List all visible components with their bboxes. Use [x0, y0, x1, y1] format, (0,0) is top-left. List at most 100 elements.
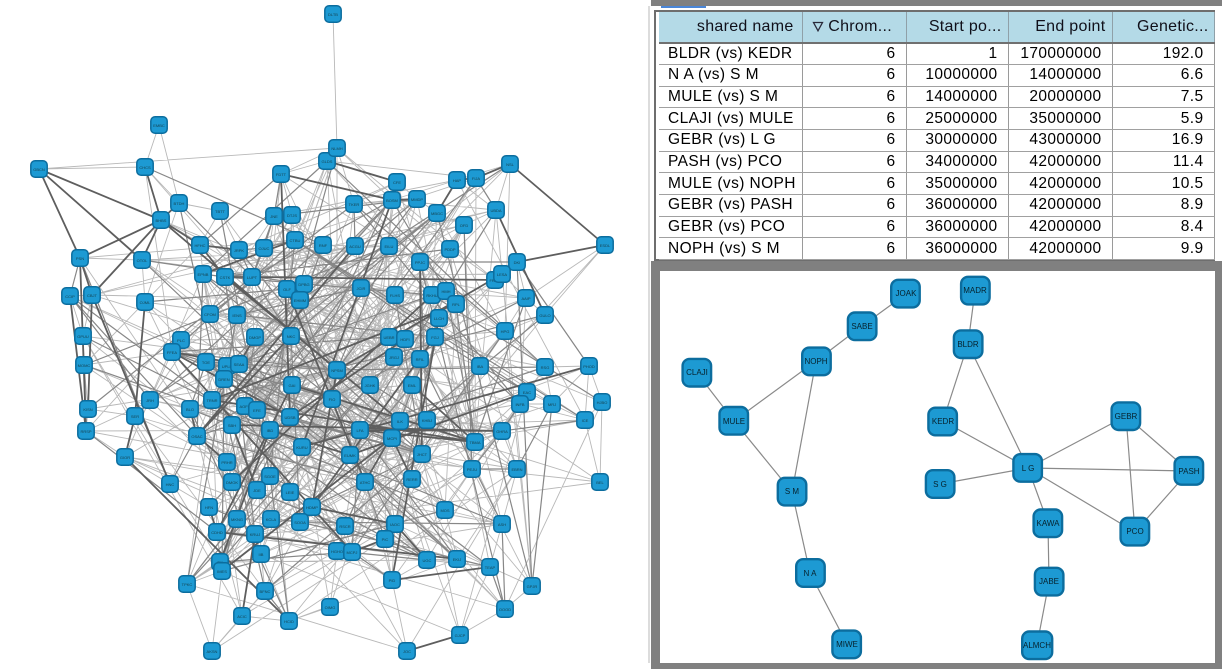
svg-text:EFE: EFE [253, 408, 261, 413]
svg-text:MCPI: MCPI [387, 436, 397, 441]
svg-text:HPG: HPG [501, 329, 510, 334]
svg-text:CDHD: CDHD [211, 530, 223, 535]
svg-text:HCID: HCID [284, 619, 294, 624]
svg-text:FIJA: FIJA [472, 176, 481, 181]
svg-text:SGOE: SGOE [264, 474, 276, 479]
svg-text:IIB: IIB [259, 552, 264, 557]
svg-text:BOSM: BOSM [386, 198, 398, 203]
svg-text:FLHS: FLHS [390, 293, 401, 298]
svg-text:DLTB: DLTB [328, 12, 338, 17]
svg-text:OJML: OJML [140, 300, 151, 305]
svg-text:NPSM: NPSM [331, 368, 343, 373]
svg-text:PPJC: PPJC [415, 260, 425, 265]
svg-text:UPLE: UPLE [222, 364, 233, 369]
svg-text:JHCT: JHCT [417, 452, 428, 457]
svg-text:KRUJ: KRUJ [250, 532, 260, 537]
svg-text:AOFU: AOFU [239, 404, 250, 409]
svg-text:JRPK: JRPK [234, 248, 245, 253]
svg-text:GULO: GULO [539, 313, 550, 318]
svg-text:UBDA: UBDA [490, 208, 501, 213]
svg-text:RNF: RNF [319, 243, 328, 248]
svg-text:EAC: EAC [523, 390, 531, 395]
svg-text:PEJU: PEJU [467, 467, 477, 472]
svg-text:HDFI: HDFI [400, 337, 409, 342]
svg-text:KEDR: KEDR [932, 417, 954, 426]
svg-text:OTOL: OTOL [137, 258, 149, 263]
svg-text:TBTT: TBTT [215, 209, 226, 214]
svg-text:JDE: JDE [253, 488, 261, 493]
svg-text:BTDH: BTDH [174, 201, 185, 206]
svg-text:RSCR: RSCR [339, 524, 350, 529]
svg-text:UGC: UGC [423, 558, 432, 563]
svg-text:PRHR: PRHR [221, 460, 232, 465]
svg-text:DMGP: DMGP [249, 335, 261, 340]
svg-text:RFIL: RFIL [416, 357, 425, 362]
svg-text:HDMP: HDMP [306, 505, 318, 510]
svg-text:MADR: MADR [963, 286, 987, 295]
svg-text:KURU: KURU [296, 445, 307, 450]
svg-text:UDSB: UDSB [284, 415, 295, 420]
svg-text:EPNB: EPNB [198, 272, 209, 277]
svg-text:PDDP: PDDP [444, 247, 455, 252]
svg-text:ALMCH: ALMCH [1023, 641, 1051, 650]
svg-text:MMDP: MMDP [411, 197, 424, 202]
svg-text:MOMC: MOMC [78, 363, 91, 368]
svg-text:JCIR: JCIR [357, 286, 366, 291]
svg-text:RPL: RPL [452, 302, 461, 307]
svg-text:FGJ: FGJ [431, 335, 439, 340]
svg-text:HJBO: HJBO [597, 400, 608, 405]
svg-text:EHMM: EHMM [294, 298, 306, 303]
svg-text:OLF: OLF [283, 287, 291, 292]
svg-text:PASH: PASH [1178, 467, 1199, 476]
svg-text:ESDL: ESDL [600, 243, 611, 248]
svg-text:CBJT: CBJT [87, 293, 98, 298]
svg-text:EKIJ: EKIJ [453, 557, 461, 562]
svg-text:TPKC: TPKC [182, 582, 193, 587]
svg-text:LEIE: LEIE [286, 490, 295, 495]
svg-text:OOOD: OOOD [499, 607, 511, 612]
svg-text:NLMH: NLMH [331, 146, 342, 151]
svg-text:AAIP: AAIP [521, 296, 530, 301]
svg-text:DTJS: DTJS [287, 213, 297, 218]
svg-text:JOC: JOC [403, 649, 411, 654]
svg-text:GPJR: GPJR [527, 584, 538, 589]
svg-text:MBGC: MBGC [431, 211, 443, 216]
svg-text:FFEA: FFEA [167, 350, 178, 355]
svg-text:HGHO: HGHO [331, 549, 343, 554]
svg-text:IAOC: IAOC [390, 522, 400, 527]
svg-text:HMH: HMH [441, 289, 450, 294]
svg-text:JRGJ: JRGJ [389, 355, 399, 360]
svg-text:PHOD: PHOD [583, 364, 595, 369]
svg-text:KHBJ: KHBJ [422, 418, 432, 423]
svg-text:BFNC: BFNC [260, 589, 271, 594]
svg-text:NOPH: NOPH [804, 357, 827, 366]
svg-text:SABE: SABE [851, 322, 872, 331]
svg-text:PLC: PLC [177, 338, 185, 343]
svg-text:LFA: LFA [356, 428, 363, 433]
svg-text:CCIP: CCIP [65, 294, 75, 299]
svg-text:FDTT: FDTT [276, 172, 287, 177]
svg-text:GLDS: GLDS [322, 159, 333, 164]
svg-text:KAWA: KAWA [1037, 519, 1061, 528]
svg-text:HFN: HFN [205, 505, 213, 510]
svg-text:ASH: ASH [498, 522, 506, 527]
svg-text:BLDR: BLDR [957, 340, 979, 349]
svg-text:MKNG: MKNG [231, 517, 243, 522]
svg-text:S G: S G [933, 480, 947, 489]
svg-text:GPUU: GPUU [77, 334, 89, 339]
svg-text:EILU: EILU [385, 244, 394, 249]
svg-text:OSAC: OSAC [191, 434, 202, 439]
svg-text:EMBC: EMBC [153, 123, 165, 128]
svg-text:RKHU: RKHU [426, 293, 437, 298]
svg-text:LESA: LESA [497, 272, 508, 277]
svg-text:RRSP: RRSP [80, 429, 91, 434]
svg-text:JGHK: JGHK [365, 383, 376, 388]
svg-text:L G: L G [1022, 464, 1035, 473]
svg-text:EBRN: EBRN [511, 467, 522, 472]
svg-text:DKI: DKI [514, 260, 521, 265]
svg-text:IBA: IBA [477, 364, 484, 369]
svg-text:IBD: IBD [267, 428, 274, 433]
svg-text:BLO: BLO [186, 407, 194, 412]
svg-text:CFE: CFE [393, 180, 401, 185]
svg-text:CHCS: CHCS [139, 165, 151, 170]
